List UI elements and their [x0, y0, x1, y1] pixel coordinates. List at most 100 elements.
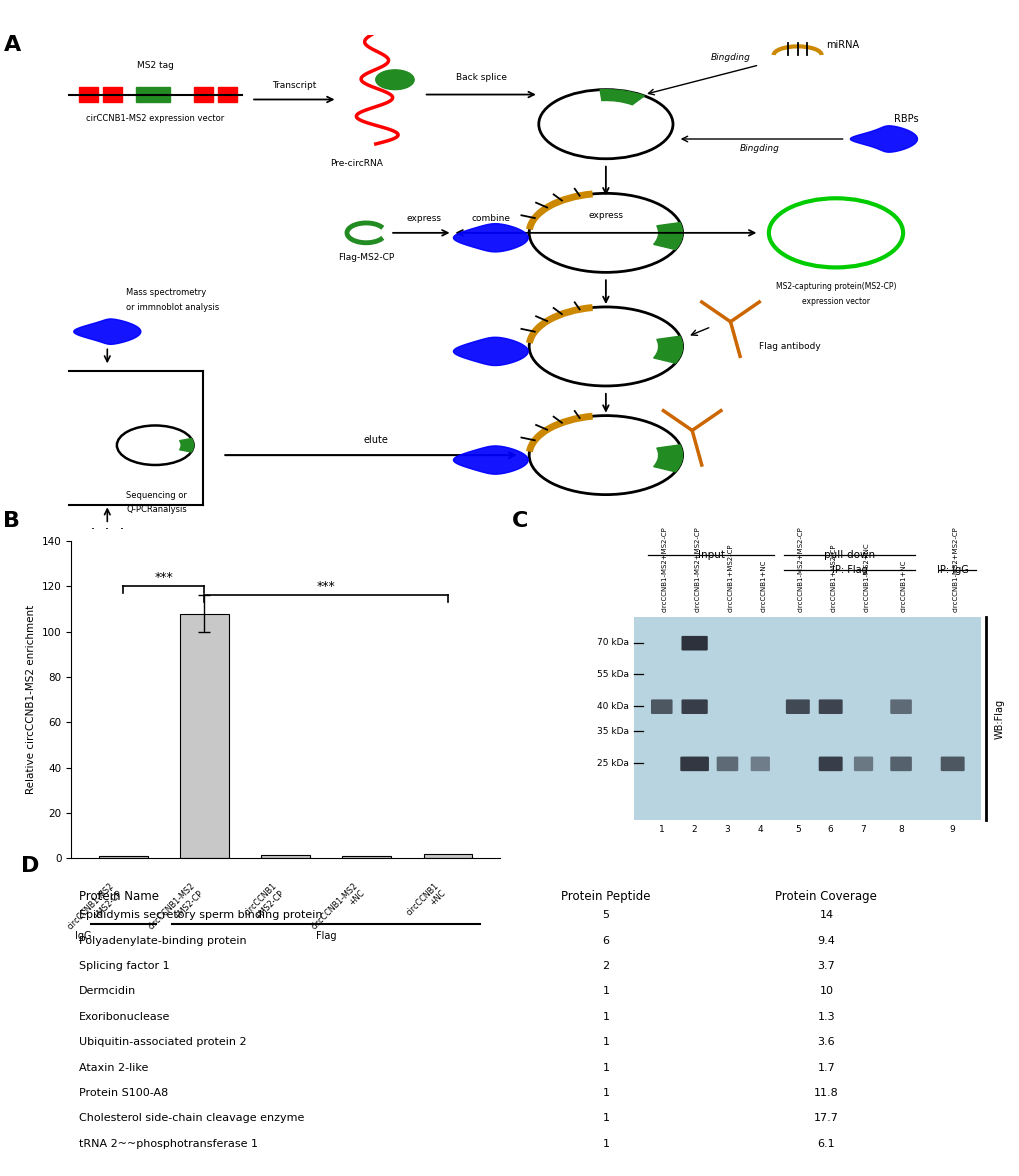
Polygon shape [453, 223, 528, 252]
Text: Cholesterol side-chain cleavage enzyme: Cholesterol side-chain cleavage enzyme [78, 1114, 304, 1123]
FancyBboxPatch shape [650, 700, 672, 714]
Text: 70 kDa: 70 kDa [596, 639, 629, 647]
Text: combine: combine [471, 214, 510, 223]
FancyBboxPatch shape [681, 636, 707, 650]
FancyBboxPatch shape [818, 700, 842, 714]
Wedge shape [653, 445, 682, 472]
Text: MS2-capturing protein(MS2-CP): MS2-capturing protein(MS2-CP) [775, 282, 896, 292]
Polygon shape [453, 338, 528, 366]
Text: Flag: Flag [316, 931, 336, 941]
Text: 10: 10 [818, 987, 833, 996]
Text: circCCNB1
+NC: circCCNB1 +NC [404, 881, 447, 924]
FancyBboxPatch shape [102, 87, 121, 102]
Text: expression vector: expression vector [801, 298, 869, 306]
Polygon shape [850, 126, 917, 152]
FancyBboxPatch shape [194, 87, 213, 102]
Bar [180, 614, 228, 858]
Text: WB:Flag: WB:Flag [994, 699, 1004, 739]
Text: Dermcidin: Dermcidin [78, 987, 136, 996]
Text: Back splice: Back splice [455, 73, 506, 82]
Text: D: D [21, 856, 40, 876]
Wedge shape [599, 89, 644, 105]
Text: 6: 6 [827, 826, 833, 834]
FancyBboxPatch shape [633, 617, 980, 821]
Circle shape [375, 69, 414, 89]
Text: tRNA 2~~phosphotransferase 1: tRNA 2~~phosphotransferase 1 [78, 1138, 257, 1149]
Text: A: A [4, 35, 21, 55]
FancyBboxPatch shape [217, 87, 236, 102]
Text: 6: 6 [602, 936, 608, 946]
Text: Polyadenylate-binding protein: Polyadenylate-binding protein [78, 936, 246, 946]
Text: express: express [588, 212, 623, 221]
Text: 1: 1 [602, 1037, 608, 1048]
FancyBboxPatch shape [716, 756, 738, 771]
Text: Sequencing or: Sequencing or [126, 490, 187, 500]
Text: 5: 5 [602, 910, 608, 921]
Text: circCCNB1-MS2+MS2-CP: circCCNB1-MS2+MS2-CP [952, 527, 958, 613]
Text: 6.1: 6.1 [817, 1138, 835, 1149]
Text: Ataxin 2-like: Ataxin 2-like [78, 1063, 148, 1073]
Text: circCCNB1+MS2-CP: circCCNB1+MS2-CP [829, 544, 836, 613]
Text: 1: 1 [602, 1114, 608, 1123]
Text: Bingding: Bingding [739, 145, 779, 153]
FancyBboxPatch shape [136, 87, 169, 102]
Bar [261, 855, 310, 858]
Text: 9.4: 9.4 [816, 936, 835, 946]
Text: 1: 1 [602, 987, 608, 996]
FancyBboxPatch shape [890, 700, 911, 714]
Text: express: express [406, 214, 441, 223]
FancyBboxPatch shape [853, 756, 872, 771]
Wedge shape [179, 439, 194, 452]
Text: Protein Name: Protein Name [78, 890, 158, 903]
Text: 1: 1 [602, 1011, 608, 1022]
Text: 11.8: 11.8 [813, 1088, 838, 1098]
Text: or immnoblot analysis: or immnoblot analysis [126, 303, 219, 312]
Text: 3.6: 3.6 [817, 1037, 835, 1048]
FancyBboxPatch shape [890, 756, 911, 771]
FancyBboxPatch shape [750, 756, 769, 771]
Polygon shape [453, 446, 528, 474]
FancyBboxPatch shape [940, 756, 964, 771]
Text: circCCNB1+NC: circCCNB1+NC [900, 560, 906, 613]
FancyBboxPatch shape [818, 756, 842, 771]
Text: 1: 1 [602, 1088, 608, 1098]
Text: Protein Peptide: Protein Peptide [560, 890, 650, 903]
FancyBboxPatch shape [78, 87, 98, 102]
Text: 4: 4 [757, 826, 762, 834]
Y-axis label: Relative circCCNB1-MS2 enrichment: Relative circCCNB1-MS2 enrichment [26, 606, 37, 794]
Text: 1.7: 1.7 [816, 1063, 835, 1073]
Text: Mass spectrometry: Mass spectrometry [126, 288, 207, 298]
Text: Epididymis secretory sperm binding protein: Epididymis secretory sperm binding prote… [78, 910, 322, 921]
Text: Transcript: Transcript [272, 81, 316, 89]
Text: IgG: IgG [74, 931, 91, 941]
Text: 3.7: 3.7 [816, 961, 835, 971]
Text: Pre-circRNA: Pre-circRNA [330, 159, 383, 168]
FancyBboxPatch shape [785, 700, 809, 714]
Text: Ubiquitin-associated protein 2: Ubiquitin-associated protein 2 [78, 1037, 246, 1048]
Bar [342, 856, 390, 858]
Text: circCCNB1-MS2
+NC: circCCNB1-MS2 +NC [309, 881, 367, 938]
Text: cirCCNB1-MS2 expression vector: cirCCNB1-MS2 expression vector [86, 114, 224, 123]
Text: circCCNB1-MS2+MS2-CP: circCCNB1-MS2+MS2-CP [797, 527, 803, 613]
Text: 2: 2 [691, 826, 697, 834]
Text: Flag-MS2-CP: Flag-MS2-CP [337, 253, 394, 261]
Text: IP: IgG: IP: IgG [935, 564, 968, 575]
Text: Protein Coverage: Protein Coverage [774, 890, 876, 903]
Text: Protein S100-A8: Protein S100-A8 [78, 1088, 168, 1098]
Text: 35 kDa: 35 kDa [596, 727, 629, 736]
Text: 14: 14 [818, 910, 833, 921]
Text: 55 kDa: 55 kDa [596, 670, 629, 679]
Text: circCCNB1+MS2-CP: circCCNB1+MS2-CP [727, 544, 733, 613]
Text: miRNA: miRNA [825, 40, 859, 51]
Text: Input: Input [697, 550, 723, 561]
Text: ***: *** [154, 572, 173, 584]
Text: 1: 1 [658, 826, 664, 834]
Wedge shape [653, 222, 682, 249]
Text: MS2 tag: MS2 tag [137, 61, 173, 69]
Text: Flag antibody: Flag antibody [758, 342, 820, 350]
Text: 1: 1 [602, 1063, 608, 1073]
Text: 17.7: 17.7 [813, 1114, 838, 1123]
Text: IP: Flag: IP: Flag [830, 564, 866, 575]
Text: pull-down: pull-down [823, 550, 874, 561]
Bar [99, 856, 148, 858]
